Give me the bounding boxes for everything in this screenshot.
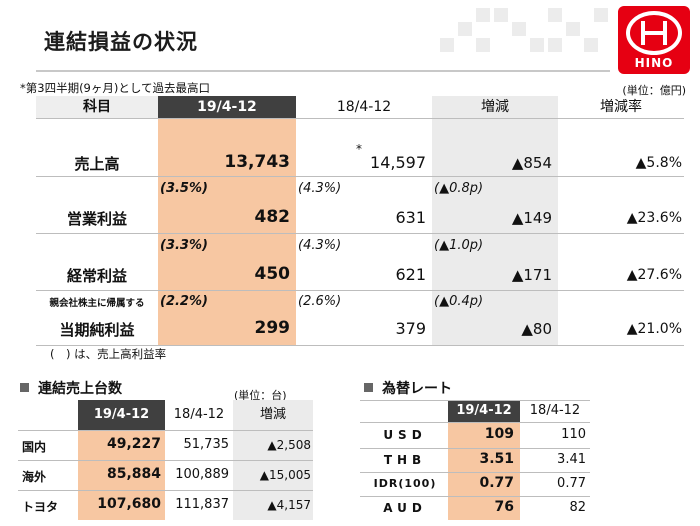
sales-current: 13,743 [224, 152, 290, 172]
fx-label-thb: THB [383, 453, 427, 467]
sales-previous: 14,597 [370, 153, 426, 172]
ord-previous: 621 [395, 265, 426, 284]
row-divider [36, 176, 684, 177]
unit-label: (単位：億円) [622, 84, 686, 97]
op-margin-diff: (▲0.8p) [434, 181, 484, 196]
ord-margin-diff: (▲1.0p) [434, 238, 484, 253]
ord-margin-current: (3.3%) [160, 238, 208, 253]
fx-label-usd: USD [383, 428, 427, 442]
op-previous: 631 [395, 208, 426, 227]
op-diff: ▲149 [511, 209, 552, 227]
net-current: 299 [254, 318, 291, 338]
header-rate: 増減率 [600, 99, 642, 115]
sales-units-unit: (単位：台) [234, 389, 287, 402]
fx-row-divider [360, 400, 590, 401]
units-row-divider [18, 460, 313, 461]
row-label-operating: 営業利益 [66, 210, 127, 228]
fx-aud-previous: 82 [569, 500, 586, 515]
net-diff: ▲80 [521, 320, 552, 338]
header-diff: 増減 [432, 96, 558, 118]
header-current: 19/4-12 [158, 96, 296, 118]
fx-thb-previous: 3.41 [557, 452, 586, 467]
header-previous: 18/4-12 [336, 99, 392, 115]
sales-diff: ▲854 [511, 154, 552, 172]
sales-rate: ▲5.8% [635, 155, 682, 171]
fx-usd-current: 109 [484, 426, 514, 442]
square-bullet-icon [364, 383, 373, 392]
page-title: 連結損益の状況 [44, 30, 198, 54]
row-label-net-income: 当期純利益 [59, 321, 135, 339]
fx-usd-previous: 110 [561, 427, 586, 442]
title-underline [36, 70, 610, 72]
hino-logo: HINO [618, 6, 690, 74]
units-domestic-previous: 51,735 [183, 437, 230, 452]
fx-title-text: 為替レート [382, 381, 452, 397]
previous-star-mark: * [356, 142, 362, 156]
current-column-bg [158, 96, 296, 346]
net-margin-diff: (▲0.4p) [434, 294, 484, 309]
units-label-overseas: 海外 [22, 470, 47, 484]
fx-aud-current: 76 [494, 499, 514, 515]
units-overseas-current: 85,884 [106, 466, 161, 482]
row-label-sales: 売上高 [74, 155, 120, 173]
ord-diff: ▲171 [511, 266, 552, 284]
diff-column-bg [432, 118, 558, 346]
fx-idr-previous: 0.77 [557, 476, 586, 491]
net-margin-current: (2.2%) [160, 294, 208, 309]
row-divider [36, 290, 684, 291]
units-toyota-diff: ▲4,157 [267, 498, 311, 512]
fx-row-divider [360, 472, 590, 473]
units-domestic-current: 49,227 [106, 436, 161, 452]
units-row-divider [18, 430, 313, 431]
ord-rate: ▲27.6% [626, 267, 682, 283]
op-rate: ▲23.6% [626, 210, 682, 226]
net-margin-previous: (2.6%) [298, 294, 342, 309]
decorative-grid [440, 8, 610, 66]
fx-label-idr: IDR(100) [373, 477, 437, 490]
units-toyota-previous: 111,837 [175, 497, 229, 512]
units-header-diff: 増減 [259, 407, 286, 422]
row-divider [36, 233, 684, 234]
fx-label-aud: AUD [383, 501, 427, 515]
ord-current: 450 [254, 264, 291, 284]
fx-header-current: 19/4-12 [448, 400, 520, 422]
units-overseas-diff: ▲15,005 [259, 468, 311, 482]
sales-units-title: 連結売上台数 [20, 378, 122, 398]
net-rate: ▲21.0% [626, 321, 682, 337]
fx-thb-current: 3.51 [479, 451, 514, 467]
units-row-divider [18, 490, 313, 491]
row-divider [36, 118, 684, 119]
op-current: 482 [254, 207, 291, 227]
units-label-domestic: 国内 [22, 440, 47, 454]
units-domestic-diff: ▲2,508 [267, 438, 311, 452]
op-margin-previous: (4.3%) [298, 181, 342, 196]
units-header-current: 19/4-12 [78, 400, 165, 430]
units-overseas-previous: 100,889 [175, 467, 229, 482]
units-header-previous: 18/4-12 [173, 407, 225, 422]
logo-text: HINO [634, 56, 674, 70]
row-label-parent-owners: 親会社株主に帰属する [49, 298, 145, 309]
record-note: *第3四半期(9ヶ月)として過去最高口 [20, 81, 211, 95]
fx-title: 為替レート [364, 378, 452, 398]
fx-idr-current: 0.77 [479, 475, 514, 491]
square-bullet-icon [20, 383, 29, 392]
units-label-toyota: トヨタ [22, 500, 59, 514]
header-item: 科目 [36, 96, 158, 118]
footnote: ( ) は、売上高利益率 [50, 347, 167, 361]
fx-header-previous: 18/4-12 [529, 403, 581, 418]
logo-mark-part [641, 31, 667, 35]
fx-row-divider [360, 448, 590, 449]
ord-margin-previous: (4.3%) [298, 238, 342, 253]
row-label-ordinary: 経常利益 [66, 267, 127, 285]
fx-row-divider [360, 496, 590, 497]
sales-units-title-text: 連結売上台数 [38, 381, 122, 397]
fx-row-divider [360, 422, 590, 423]
logo-ring-icon [626, 11, 682, 55]
net-previous: 379 [395, 319, 426, 338]
row-divider [36, 345, 684, 346]
units-toyota-current: 107,680 [97, 496, 161, 512]
op-margin-current: (3.5%) [160, 181, 208, 196]
